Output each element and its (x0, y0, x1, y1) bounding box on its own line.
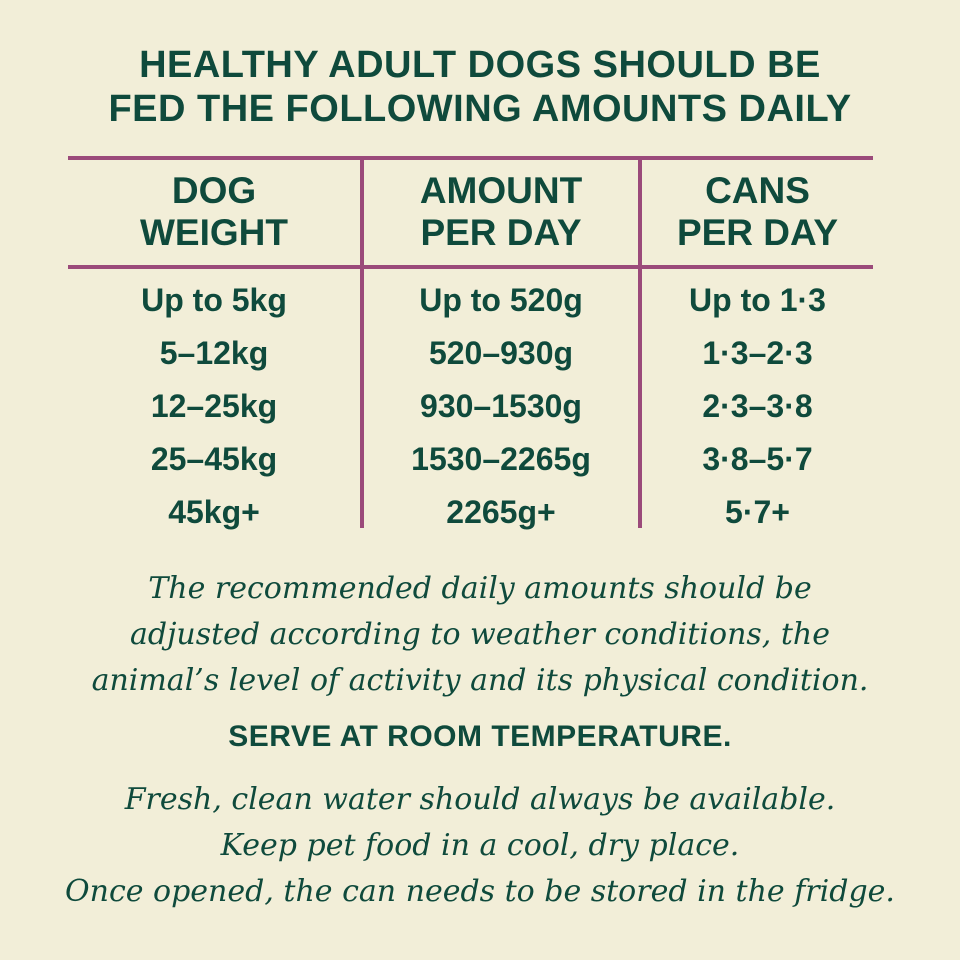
note-line: animal’s level of activity and its physi… (91, 663, 869, 698)
header-cans-per-day: CANS PER DAY (642, 170, 873, 254)
header-line: PER DAY (420, 212, 582, 253)
table-cell: 2265g+ (446, 494, 556, 530)
column-divider (638, 160, 642, 528)
table-cell: 930–1530g (420, 388, 582, 424)
table-cell: 12–25kg (150, 388, 278, 424)
header-line: AMOUNT (419, 170, 583, 211)
column-cans-per-day: Up to 1·3 1·3–2·3 2·3–3·8 3·8–5·7 5·7+ (642, 274, 873, 539)
column-divider (360, 160, 364, 528)
table-cell: 1530–2265g (411, 441, 591, 477)
storage-line: Once opened, the can needs to be stored … (65, 874, 895, 909)
table-cell: 5–12kg (159, 335, 269, 371)
table-cell: 5·7+ (725, 494, 790, 530)
adjustment-note: The recommended daily amounts should be … (0, 566, 960, 704)
header-line: WEIGHT (140, 212, 288, 253)
storage-line: Keep pet food in a cool, dry place. (220, 828, 740, 863)
header-amount-per-day: AMOUNT PER DAY (364, 170, 638, 254)
storage-line: Fresh, clean water should always be avai… (124, 782, 836, 817)
table-cell: Up to 1·3 (689, 282, 826, 318)
header-dog-weight: DOG WEIGHT (68, 170, 360, 254)
column-amount-per-day: Up to 520g 520–930g 930–1530g 1530–2265g… (364, 274, 638, 539)
note-line: adjusted according to weather conditions… (129, 617, 830, 652)
title-line-1: HEALTHY ADULT DOGS SHOULD BE (139, 44, 821, 86)
table-cell: Up to 5kg (141, 282, 287, 318)
header-line: PER DAY (676, 212, 839, 253)
title-line-2: FED THE FOLLOWING AMOUNTS DAILY (108, 88, 852, 130)
note-line: The recommended daily amounts should be (148, 571, 812, 606)
page-title: HEALTHY ADULT DOGS SHOULD BE FED THE FOL… (0, 43, 960, 131)
table-top-rule (68, 156, 873, 160)
storage-note: Fresh, clean water should always be avai… (0, 777, 960, 915)
table-header-rule (68, 265, 873, 269)
table-cell: 520–930g (428, 335, 574, 371)
table-cell: Up to 520g (419, 282, 583, 318)
header-line: CANS (705, 170, 810, 211)
table-cell: 3·8–5·7 (702, 441, 813, 477)
serve-instruction: SERVE AT ROOM TEMPERATURE. (228, 720, 732, 753)
header-line: DOG (171, 170, 257, 211)
table-cell: 25–45kg (150, 441, 278, 477)
table-cell: 1·3–2·3 (702, 335, 813, 371)
table-cell: 2·3–3·8 (702, 388, 813, 424)
column-dog-weight: Up to 5kg 5–12kg 12–25kg 25–45kg 45kg+ (68, 274, 360, 539)
table-cell: 45kg+ (168, 494, 260, 530)
